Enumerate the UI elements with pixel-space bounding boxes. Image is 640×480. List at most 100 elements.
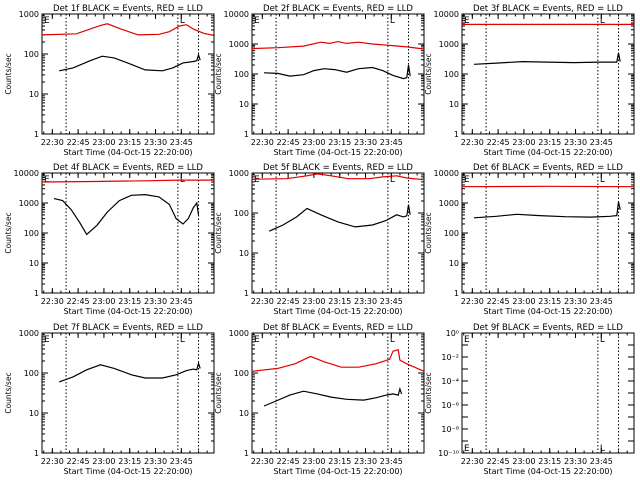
marker-l: L: [600, 335, 605, 345]
plot-frame: [41, 13, 215, 135]
y-tick-label: 10000: [434, 169, 459, 178]
y-tick-label: 10000: [224, 10, 249, 19]
y-tick-label: 10: [449, 259, 459, 268]
plot-frame: [461, 332, 635, 454]
series-line-events: [59, 52, 201, 72]
y-tick-label: 100: [24, 369, 39, 378]
x-tick-label: 23:30: [564, 297, 587, 306]
plot-frame: [251, 172, 425, 294]
x-tick-label: 23:45: [380, 457, 403, 466]
y-tick-label: 1: [34, 130, 39, 139]
x-tick-label: 23:45: [170, 457, 193, 466]
x-tick-label: 23:15: [538, 297, 561, 306]
y-tick-label: 10: [239, 249, 249, 258]
x-tick-label: 23:45: [170, 138, 193, 147]
x-tick-label: 23:30: [144, 297, 167, 306]
series-line-events: [263, 64, 411, 80]
x-tick-label: 22:30: [251, 297, 274, 306]
panel-title: Det 1f BLACK = Events, RED = LLD: [53, 4, 203, 14]
y-axis-label: Counts/sec: [424, 212, 433, 253]
x-axis-label: Start Time (04-Oct-15 22:20:00): [63, 148, 192, 157]
y-axis-label: Counts/sec: [214, 212, 223, 253]
y-tick-label: 1: [244, 130, 249, 139]
panel-4: Det 4f BLACK = Events, RED = LLD 1 10 100 10…: [4, 163, 215, 316]
y-tick-label: 100: [444, 70, 459, 79]
x-tick-label: 22:45: [487, 457, 510, 466]
x-tick-label: 22:30: [461, 297, 484, 306]
x-tick-label: 22:45: [277, 457, 300, 466]
marker-e: E: [464, 175, 470, 185]
marker-e: E: [464, 444, 470, 454]
y-axis-label: Counts/sec: [4, 212, 13, 253]
marker-l: L: [390, 16, 395, 26]
x-tick-label: 23:00: [302, 457, 325, 466]
panel-title: Det 2f BLACK = Events, RED = LLD: [263, 4, 413, 14]
series-line-events: [473, 52, 621, 65]
panel-3: Det 3f BLACK = Events, RED = LLD 1 10 100 10…: [424, 4, 635, 157]
y-tick-label: 10: [29, 409, 39, 418]
y-tick-label: 1000: [229, 169, 249, 178]
y-axis-label: Counts/sec: [424, 53, 433, 94]
marker-e: E: [254, 335, 260, 345]
y-tick-label: 10⁻¹⁰: [438, 449, 459, 458]
y-tick-label: 100: [234, 209, 249, 218]
y-tick-label: 1: [244, 289, 249, 298]
marker-l: L: [600, 16, 605, 26]
x-axis-label: Start Time (04-Oct-15 22:20:00): [273, 148, 402, 157]
marker-l: L: [600, 444, 605, 454]
x-axis-label: Start Time (04-Oct-15 22:20:00): [63, 467, 192, 476]
x-tick-label: 23:45: [380, 297, 403, 306]
panel-title: Det 6f BLACK = Events, RED = LLD: [473, 163, 623, 173]
y-tick-label: 1: [454, 289, 459, 298]
y-tick-label: 1000: [439, 40, 459, 49]
x-tick-label: 23:30: [564, 457, 587, 466]
panel-5: Det 5f BLACK = Events, RED = LLD 1 10 100 10…: [214, 163, 425, 316]
y-tick-label: 1000: [439, 199, 459, 208]
y-tick-label: 10000: [434, 10, 459, 19]
panel-7: Det 7f BLACK = Events, RED = LLD 1 10 100 10…: [4, 323, 215, 476]
x-tick-label: 23:45: [590, 297, 613, 306]
x-axis-label: Start Time (04-Oct-15 22:20:00): [273, 307, 402, 316]
x-tick-label: 22:30: [461, 138, 484, 147]
panel-8: Det 8f BLACK = Events, RED = LLD 1 10 100 10…: [214, 323, 425, 476]
x-tick-label: 23:30: [354, 457, 377, 466]
x-tick-label: 22:45: [67, 457, 90, 466]
marker-e: E: [464, 335, 470, 345]
plot-frame: [251, 332, 425, 454]
x-tick-label: 23:15: [538, 138, 561, 147]
y-tick-label: 10: [239, 100, 249, 109]
x-axis-label: Start Time (04-Oct-15 22:20:00): [273, 467, 402, 476]
plot-frame: [461, 172, 635, 294]
y-tick-label: 10⁻⁶: [441, 401, 459, 410]
x-tick-label: 23:00: [92, 457, 115, 466]
panel-title: Det 7f BLACK = Events, RED = LLD: [53, 323, 203, 333]
x-axis-label: Start Time (04-Oct-15 22:20:00): [483, 467, 612, 476]
series-line-lld: [41, 179, 214, 183]
panel-title: Det 4f BLACK = Events, RED = LLD: [53, 163, 203, 173]
plot-frame: [461, 13, 635, 135]
marker-l: L: [600, 175, 605, 185]
panel-title: Det 3f BLACK = Events, RED = LLD: [473, 4, 623, 14]
y-tick-label: 1000: [229, 40, 249, 49]
x-tick-label: 22:45: [67, 138, 90, 147]
y-tick-label: 100: [444, 229, 459, 238]
x-tick-label: 23:15: [118, 457, 141, 466]
plot-frame: [41, 332, 215, 454]
x-tick-label: 23:45: [170, 297, 193, 306]
y-tick-label: 10⁻⁸: [441, 425, 459, 434]
y-tick-label: 1: [244, 449, 249, 458]
x-tick-label: 23:45: [380, 138, 403, 147]
y-tick-label: 100: [24, 229, 39, 238]
series-line-events: [473, 201, 621, 219]
marker-l: L: [390, 175, 395, 185]
panel-title: Det 9f BLACK = Events, RED = LLD: [473, 323, 623, 333]
y-axis-label: Counts/sec: [424, 372, 433, 413]
panel-2: Det 2f BLACK = Events, RED = LLD 1 10 100 10…: [214, 4, 425, 157]
y-tick-label: 10⁰: [446, 329, 459, 338]
marker-e: E: [44, 16, 50, 26]
y-tick-label: 1000: [19, 10, 39, 19]
y-axis-label: Counts/sec: [214, 372, 223, 413]
x-tick-label: 22:30: [461, 457, 484, 466]
x-tick-label: 23:00: [302, 138, 325, 147]
marker-l: L: [390, 335, 395, 345]
